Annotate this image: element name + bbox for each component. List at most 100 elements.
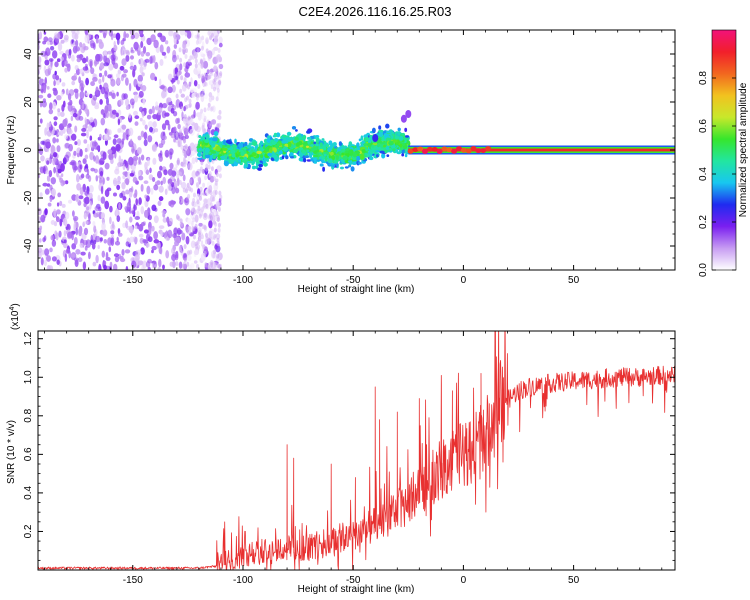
heatmap-cell: [404, 153, 408, 158]
heatmap-cell: [138, 233, 144, 238]
heatmap-cell: [53, 152, 58, 158]
heatmap-cell: [199, 195, 202, 201]
heatmap-cell: [298, 157, 304, 162]
snr-background: [38, 331, 675, 570]
heatmap-cell: [151, 143, 158, 153]
heatmap-cell: [120, 74, 124, 82]
heatmap-cell: [185, 235, 190, 245]
heatmap-cell: [67, 231, 73, 238]
heatmap-cell: [79, 90, 85, 100]
heatmap-cell: [258, 163, 264, 168]
heatmap-cell: [195, 39, 199, 45]
heatmap-cell: [146, 185, 151, 195]
heatmap-cell: [197, 92, 201, 98]
heatmap-cell: [239, 156, 244, 160]
top-y-axis-label: Frequency (Hz): [6, 116, 17, 185]
heatmap-cell: [53, 116, 58, 121]
heatmap-cell: [207, 102, 211, 108]
heatmap-cell: [191, 54, 195, 60]
heatmap-cell: [81, 101, 85, 110]
heatmap-cell: [399, 147, 404, 151]
heatmap-cell: [148, 108, 153, 115]
y-tick-label: 0.8: [23, 408, 34, 422]
heatmap-cell: [178, 47, 182, 53]
heatmap-cell: [213, 176, 216, 182]
heatmap-cell: [139, 66, 144, 74]
heatmap-cell: [153, 231, 159, 240]
heatmap-cell: [64, 218, 68, 227]
heatmap-cell: [99, 133, 102, 140]
heatmap-cell: [226, 152, 230, 155]
heatmap-cell: [86, 129, 89, 139]
heatmap-cell: [216, 87, 220, 93]
x-tick-label: 50: [568, 575, 580, 586]
heatmap-cell: [285, 155, 289, 160]
heatmap-cell: [98, 263, 102, 270]
heatmap-cell: [104, 200, 110, 210]
heatmap-cell: [199, 166, 203, 172]
heatmap-cell: [178, 180, 182, 185]
heatmap-cell: [133, 203, 136, 211]
heatmap-cell: [265, 146, 269, 152]
heatmap-cell: [155, 101, 159, 107]
heatmap-cell: [57, 192, 62, 198]
heatmap-cell: [145, 261, 151, 268]
heatmap-cell: [381, 153, 386, 159]
heatmap-cell: [191, 157, 196, 165]
heatmap-cell: [218, 80, 222, 86]
heatmap-cell: [153, 39, 159, 49]
heatmap-cell: [77, 257, 83, 263]
heatmap-cell: [52, 50, 58, 59]
heatmap-cell: [53, 80, 56, 87]
heatmap-cell: [167, 168, 173, 176]
heatmap-cell: [157, 170, 162, 179]
heatmap-cell: [68, 199, 72, 204]
heatmap-cell: [64, 154, 70, 163]
heatmap-cell: [44, 59, 50, 66]
heatmap-cell: [55, 129, 60, 138]
heatmap-cell: [173, 227, 178, 235]
heatmap-cell: [313, 141, 317, 145]
heatmap-cell: [251, 165, 256, 170]
heatmap-cell: [191, 220, 194, 227]
heatmap-cell: [267, 152, 273, 157]
heatmap-cell: [436, 149, 443, 154]
heatmap-cell: [78, 195, 84, 200]
heatmap-cell: [211, 208, 217, 213]
heatmap-cell: [358, 161, 362, 165]
heatmap-cell: [208, 80, 214, 86]
heatmap-cell: [392, 148, 396, 152]
heatmap-cell: [74, 141, 78, 146]
snr-series-line: [38, 331, 675, 570]
heatmap-cell: [129, 65, 134, 70]
heatmap-cell: [58, 230, 62, 238]
heatmap-cell: [137, 74, 143, 83]
heatmap-cell: [173, 36, 178, 45]
heatmap-cell: [193, 80, 198, 87]
heatmap-cell: [141, 72, 145, 77]
heatmap-cell: [171, 254, 177, 261]
heatmap-cell: [47, 64, 53, 71]
heatmap-cell: [189, 142, 195, 151]
heatmap-cell: [93, 42, 96, 50]
heatmap-cell: [152, 121, 157, 128]
heatmap-cell: [122, 48, 126, 56]
heatmap-cell: [50, 235, 55, 241]
heatmap-cell: [93, 225, 97, 233]
y-tick-label: 0: [23, 147, 34, 153]
heatmap-cell: [187, 250, 191, 256]
heatmap-cell: [271, 147, 276, 151]
heatmap-cell: [201, 88, 205, 94]
heatmap-cell: [108, 30, 114, 37]
heatmap-cell: [150, 187, 154, 195]
heatmap-cell: [54, 70, 57, 76]
colorbar-gradient: [711, 29, 737, 271]
heatmap-cell: [310, 158, 314, 162]
heatmap-cell: [310, 144, 314, 147]
heatmap-cell: [167, 229, 173, 239]
heatmap-cell: [385, 137, 391, 142]
heatmap-cell: [114, 168, 120, 175]
heatmap-cell: [215, 74, 219, 80]
heatmap-cell: [115, 143, 121, 152]
heatmap-cell: [130, 226, 133, 235]
